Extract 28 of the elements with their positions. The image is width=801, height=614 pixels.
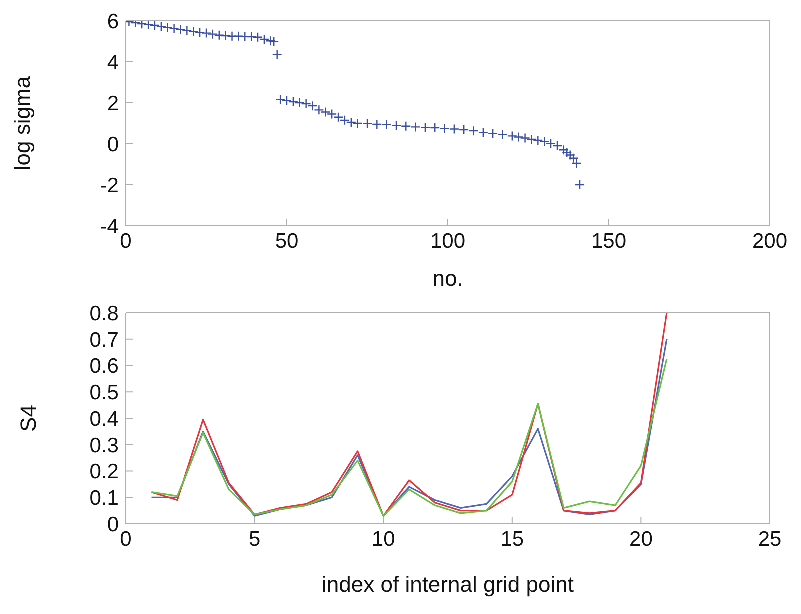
y-tick-label: 4 <box>107 51 120 74</box>
y-axis-title: S4 <box>16 405 41 432</box>
y-tick-label: 6 <box>107 10 119 34</box>
y-axis-title: log sigma <box>10 76 35 171</box>
y-tick-label: 0.4 <box>90 408 120 431</box>
x-tick-label: 100 <box>430 230 466 253</box>
y-tick-label: 0 <box>107 133 119 156</box>
x-tick-label: 25 <box>758 528 782 551</box>
x-tick-label: 200 <box>752 230 788 253</box>
x-axis-title: no. <box>432 266 464 291</box>
y-tick-label: 0.6 <box>90 355 119 378</box>
x-tick-label: 15 <box>500 528 524 551</box>
x-axis-title: index of internal grid point <box>322 572 574 597</box>
y-tick-label: 0 <box>107 513 119 536</box>
y-tick-label: 0.1 <box>90 487 119 510</box>
y-tick-label: 0.7 <box>90 328 119 352</box>
y-tick-label: 2 <box>107 92 119 116</box>
y-tick-label: 0.2 <box>90 460 119 484</box>
y-tick-label: 0.3 <box>90 434 119 458</box>
x-tick-label: 50 <box>275 230 299 253</box>
x-tick-label: 10 <box>372 528 396 551</box>
x-tick-label: 20 <box>630 528 653 551</box>
y-tick-label: -2 <box>100 174 119 198</box>
y-tick-label: -4 <box>100 215 120 238</box>
y-tick-label: 0.8 <box>90 302 119 326</box>
x-tick-label: 150 <box>591 230 627 253</box>
y-tick-label: 0.5 <box>90 382 119 405</box>
x-tick-label: 5 <box>248 528 261 551</box>
